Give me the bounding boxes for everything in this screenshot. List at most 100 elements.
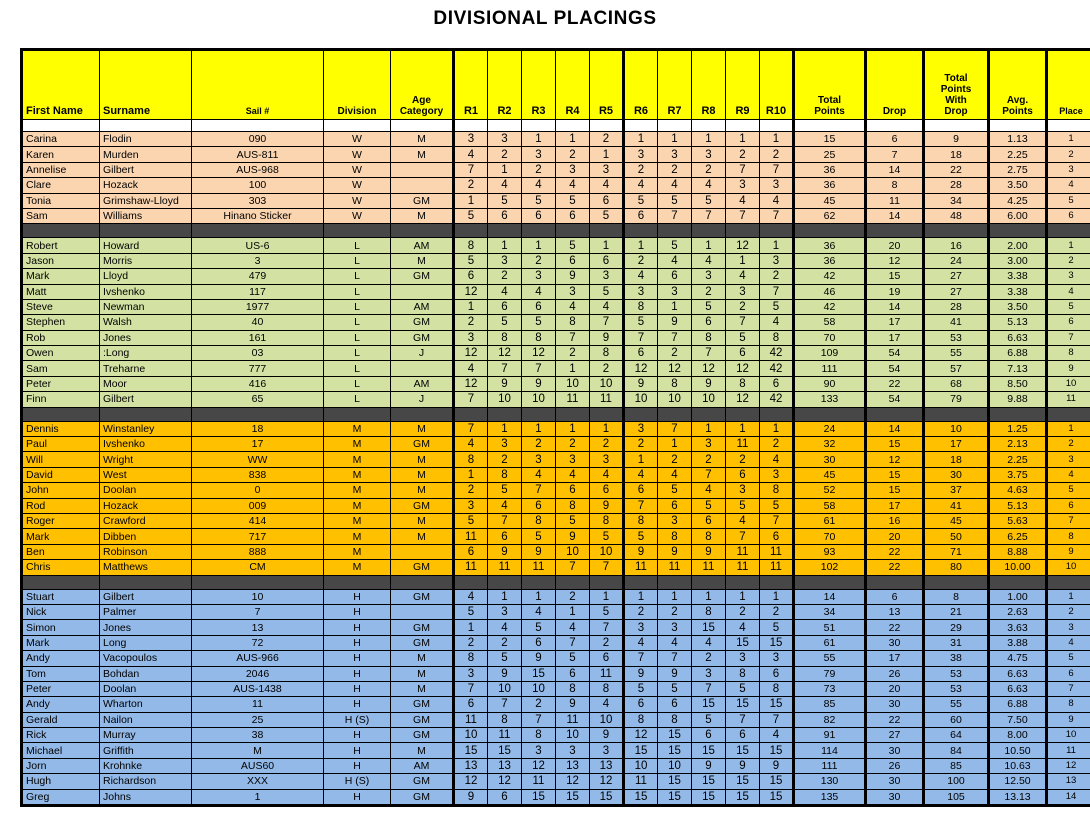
cell-division: M <box>323 528 391 545</box>
cell-race-r2: 2 <box>487 268 522 285</box>
cell-race-r9: 7 <box>725 314 760 331</box>
cell-avg-points: 8.00 <box>987 727 1047 744</box>
cell-age-category: M <box>390 130 454 148</box>
cell-race-r7: 9 <box>657 314 692 331</box>
cell-race-r2: 15 <box>487 742 522 759</box>
cell-age-category: GM <box>390 192 454 209</box>
cell-division: M <box>323 420 391 438</box>
col-header-drop: Drop <box>864 49 924 120</box>
col-header-division: Division <box>323 49 391 120</box>
cell-race-r5: 1 <box>589 237 624 254</box>
cell-sail-number: 72 <box>191 634 324 652</box>
cell-race-r3: 10 <box>521 391 556 408</box>
cell-race-r8: 4 <box>691 177 726 194</box>
cell-first-name: Stuart <box>21 588 100 605</box>
cell-sail-number: 10 <box>191 588 324 605</box>
cell-place: 3 <box>1045 619 1090 636</box>
cell-age-category: J <box>390 345 454 362</box>
cell-race-r3: 6 <box>521 207 556 225</box>
cell-first-name: Gerald <box>21 711 100 729</box>
cell-race-r4: 4 <box>555 177 590 194</box>
cell-race-r2: 6 <box>487 207 522 225</box>
cell-age-category: M <box>390 420 454 438</box>
cell-total-points: 90 <box>792 375 866 393</box>
cell-place: 1 <box>1045 130 1090 148</box>
separator-cell <box>864 574 924 590</box>
cell-race-r1: 4 <box>452 588 488 605</box>
cell-race-r10: 3 <box>759 177 794 194</box>
cell-race-r1: 10 <box>452 727 488 744</box>
cell-race-r5: 4 <box>589 696 624 713</box>
table-row: Rob Jones 161 L GM 3 8 8 7 9 7 7 8 5 8 70 17 53 6.63 7 <box>21 329 1090 347</box>
cell-race-r10: 15 <box>759 742 794 759</box>
cell-age-category: M <box>390 146 454 163</box>
separator-cell <box>521 574 556 590</box>
separator-cell <box>691 406 726 422</box>
cell-surname: Flodin <box>99 130 192 148</box>
cell-race-r7: 10 <box>657 757 692 775</box>
spacer-cell <box>390 119 454 132</box>
cell-race-r2: 2 <box>487 451 522 468</box>
cell-drop: 17 <box>864 650 924 667</box>
separator-cell <box>390 406 454 422</box>
col-header-r8: R8 <box>691 49 726 120</box>
table-row: Hugh Richardson XXX H (S) GM 12 12 11 12 12 11 15 15… <box>21 773 1090 790</box>
cell-avg-points: 1.13 <box>987 130 1047 148</box>
cell-place: 8 <box>1045 345 1090 362</box>
cell-avg-points: 2.25 <box>987 451 1047 468</box>
table-row: Will Wright WW M M 8 2 3 3 3 1 2 2 2 4 30 12 18 2.25 3 <box>21 451 1090 468</box>
cell-race-r6: 15 <box>622 742 658 759</box>
cell-total-points-with-drop: 71 <box>922 543 989 561</box>
cell-race-r1: 2 <box>452 314 488 331</box>
cell-race-r8: 9 <box>691 543 726 561</box>
cell-total-points: 135 <box>792 788 866 807</box>
table-row: Peter Doolan AUS-1438 H M 7 10 10 8 8 5 5 7 5 8 73 20 53 6… <box>21 680 1090 698</box>
cell-first-name: Simon <box>21 619 100 636</box>
cell-total-points: 15 <box>792 130 866 148</box>
cell-race-r5: 10 <box>589 543 624 561</box>
cell-race-r10: 8 <box>759 680 794 698</box>
cell-race-r10: 7 <box>759 207 794 225</box>
cell-surname: Winstanley <box>99 420 192 438</box>
cell-race-r5: 3 <box>589 742 624 759</box>
separator-cell <box>99 574 192 590</box>
cell-drop: 6 <box>864 588 924 605</box>
cell-drop: 13 <box>864 603 924 621</box>
cell-surname: Gilbert <box>99 391 192 408</box>
cell-race-r1: 8 <box>452 451 488 468</box>
cell-surname: Jones <box>99 329 192 347</box>
cell-place: 3 <box>1045 161 1090 179</box>
cell-place: 2 <box>1045 146 1090 163</box>
cell-race-r7: 5 <box>657 680 692 698</box>
cell-race-r2: 1 <box>487 420 522 438</box>
avg-points-line2: Points <box>1002 106 1033 117</box>
cell-total-points: 109 <box>792 345 866 362</box>
cell-race-r2: 6 <box>487 298 522 316</box>
cell-first-name: Mark <box>21 528 100 545</box>
cell-total-points: 30 <box>792 451 866 468</box>
cell-race-r8: 10 <box>691 391 726 408</box>
cell-age-category: M <box>390 665 454 682</box>
cell-race-r10: 6 <box>759 528 794 545</box>
separator-cell <box>21 574 100 590</box>
cell-race-r6: 3 <box>622 619 658 636</box>
cell-race-r8: 7 <box>691 207 726 225</box>
cell-race-r3: 1 <box>521 237 556 254</box>
cell-race-r10: 3 <box>759 650 794 667</box>
cell-drop: 26 <box>864 665 924 682</box>
cell-race-r1: 4 <box>452 360 488 377</box>
spacer-cell <box>725 119 760 132</box>
cell-race-r3: 3 <box>521 742 556 759</box>
cell-race-r3: 7 <box>521 360 556 377</box>
cell-race-r9: 7 <box>725 528 760 545</box>
cell-race-r1: 4 <box>452 146 488 163</box>
cell-race-r6: 5 <box>622 192 658 209</box>
cell-race-r5: 13 <box>589 757 624 775</box>
cell-race-r8: 1 <box>691 588 726 605</box>
cell-drop: 30 <box>864 696 924 713</box>
cell-first-name: Tonia <box>21 192 100 209</box>
cell-age-category: M <box>390 482 454 499</box>
cell-first-name: Will <box>21 451 100 468</box>
cell-race-r1: 1 <box>452 466 488 484</box>
table-row: John Doolan 0 M M 2 5 7 6 6 6 5 4 3 8 52 15 37 4.63 5 <box>21 482 1090 499</box>
